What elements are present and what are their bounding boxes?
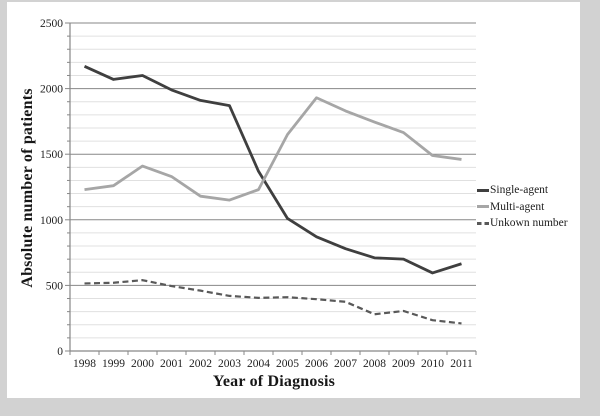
legend-item-unknown-number: Unkown number [477, 215, 568, 232]
legend-item-multi-agent: Multi-agent [477, 199, 568, 216]
x-tick-label: 2009 [392, 358, 415, 370]
y-tick-label: 1500 [40, 149, 63, 161]
y-tick-label: 1000 [40, 215, 63, 227]
series-line-multi-agent [84, 96, 462, 202]
y-tick-label: 500 [46, 280, 64, 292]
x-tick-label: 2005 [276, 358, 299, 370]
x-tick-label: 2011 [450, 358, 473, 370]
chart-panel: 0 500 1000 1500 2000 2500 1998 1999 2000 2001 2002… [7, 2, 580, 398]
line-chart-plot: 0 500 1000 1500 2000 2500 1998 1999 2000 2001 2002… [40, 18, 477, 370]
x-tick-label: 2002 [189, 358, 212, 370]
x-tick-label: 2003 [218, 358, 241, 370]
legend-marker-multi-agent-line [477, 205, 489, 209]
legend-item-single-agent: Single-agent [477, 182, 568, 199]
x-tick-label: 2008 [363, 358, 386, 370]
x-tick-label: 2000 [131, 358, 154, 370]
x-tick-label: 2010 [421, 358, 444, 370]
x-tick-label: 2007 [334, 358, 357, 370]
y-tick-label: 2500 [40, 18, 63, 30]
x-tick-label: 1998 [73, 358, 96, 370]
series-line-single-agent [83, 65, 462, 275]
x-axis-title: Year of Diagnosis [212, 373, 336, 390]
series-line-unkown-number [84, 279, 462, 325]
x-tick-label: 2004 [247, 358, 270, 370]
x-tick-label: 2001 [160, 358, 183, 370]
legend-label-unknown-number: Unkown number [490, 217, 568, 230]
y-tick-label: 2000 [40, 84, 63, 96]
legend-marker-unknown-number-line [477, 221, 489, 225]
legend-label-multi-agent: Multi-agent [490, 200, 545, 213]
legend-marker-single-agent-line [477, 188, 489, 192]
x-tick-label: 1999 [102, 358, 125, 370]
y-axis-title: Absolute number of patients [19, 88, 36, 288]
y-tick-label: 0 [57, 346, 63, 358]
chart-legend: Single-agent Multi-agent Unkown number [477, 182, 568, 232]
x-tick-label: 2006 [305, 358, 328, 370]
legend-label-single-agent: Single-agent [490, 184, 549, 197]
